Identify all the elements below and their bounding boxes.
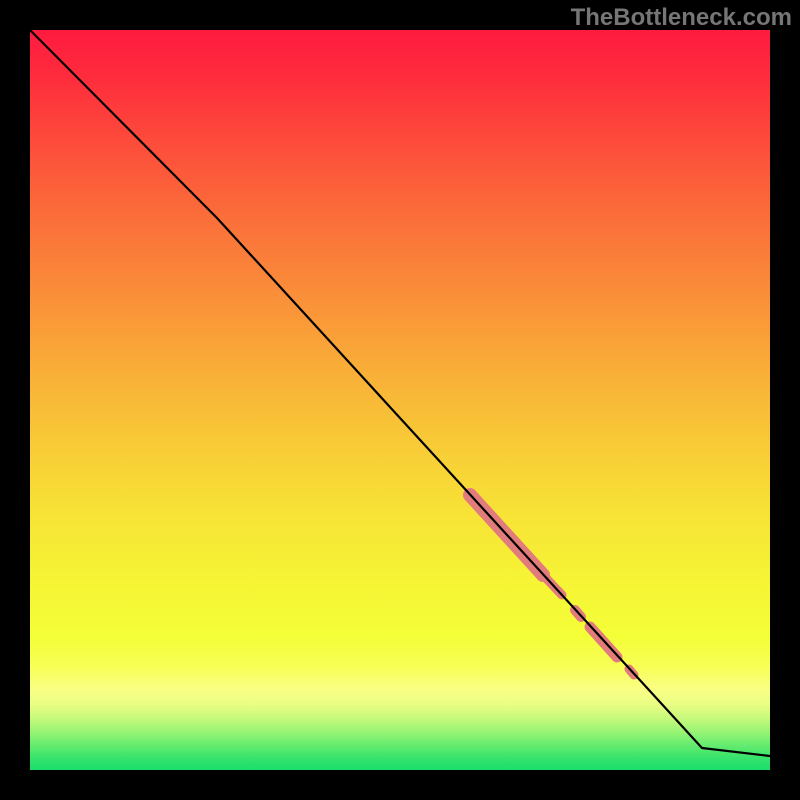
border-left [0,0,30,800]
watermark-text: TheBottleneck.com [571,4,792,32]
border-right [770,0,800,800]
border-bottom [0,770,800,800]
plot-area [0,0,800,800]
plot-svg [0,0,800,800]
chart-root: TheBottleneck.com [0,0,800,800]
